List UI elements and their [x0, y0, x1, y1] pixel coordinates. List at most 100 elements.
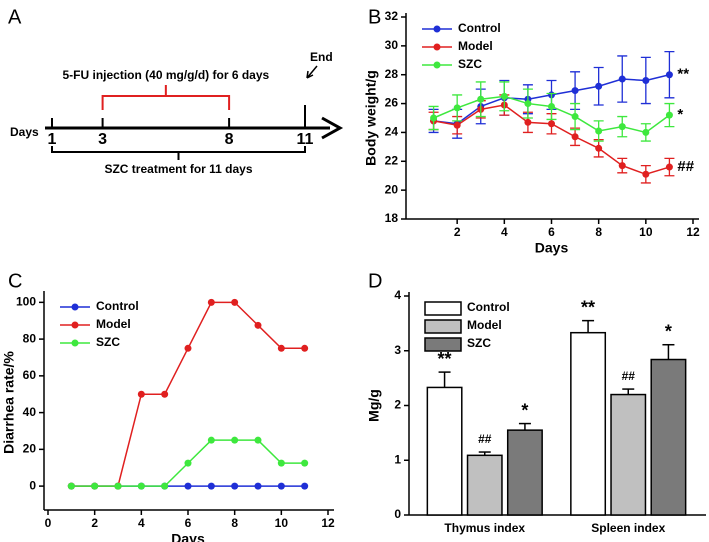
y-tick-label: 0: [394, 507, 401, 521]
significance-label: *: [521, 400, 528, 420]
data-point: [231, 436, 239, 444]
significance-label: **: [438, 349, 452, 369]
legend-label: Model: [467, 318, 502, 332]
data-point: [277, 459, 285, 467]
legend-label: Model: [96, 317, 131, 331]
x-tick-label: 4: [138, 516, 145, 530]
x-tick-label: 6: [185, 516, 192, 530]
data-point: [618, 123, 626, 131]
data-point: [477, 95, 485, 103]
significance-label: *: [677, 106, 683, 123]
x-tick-label: 10: [639, 225, 653, 239]
y-tick-label: 24: [385, 125, 399, 139]
data-point: [207, 436, 215, 444]
data-point: [548, 120, 555, 128]
panel-label: A: [8, 6, 22, 28]
y-tick-label: 60: [23, 368, 37, 382]
y-tick-label: 20: [23, 442, 37, 456]
data-point: [453, 121, 461, 129]
significance-label: **: [677, 66, 689, 83]
x-tick-label: 12: [686, 225, 700, 239]
y-tick-label: 30: [385, 38, 399, 52]
x-tick-label: 8: [231, 516, 238, 530]
data-point: [665, 111, 673, 119]
data-point: [137, 390, 145, 398]
y-tick-label: 100: [16, 295, 36, 309]
y-tick-label: 2: [394, 398, 401, 412]
data-point: [184, 482, 192, 490]
data-point: [137, 482, 145, 490]
x-tick-label: 4: [501, 225, 508, 239]
x-axis-label: Days: [171, 531, 205, 542]
legend-swatch: [424, 301, 462, 316]
data-point: [301, 482, 309, 490]
y-tick-label: 26: [385, 96, 399, 110]
significance-label: ##: [677, 158, 694, 175]
data-point: [91, 482, 99, 490]
y-axis-label: Body weight/g: [363, 70, 379, 166]
data-point: [254, 321, 262, 329]
data-point: [571, 87, 579, 95]
legend-label: SZC: [458, 57, 482, 71]
panel-label: B: [368, 6, 381, 28]
timeline-diagram: [45, 116, 344, 140]
days-label: Days: [10, 125, 39, 139]
data-point: [207, 298, 215, 306]
y-tick-label: 28: [385, 67, 399, 81]
data-point: [500, 92, 508, 100]
x-tick-label: 0: [45, 516, 52, 530]
data-point: [277, 344, 285, 352]
data-point: [571, 133, 579, 141]
legend-marker: [433, 43, 441, 51]
data-point: [595, 127, 603, 135]
panel-label: C: [8, 270, 22, 292]
y-tick-label: 80: [23, 331, 37, 345]
day-label: 1: [48, 131, 57, 148]
data-point: [231, 482, 239, 490]
data-point: [453, 104, 461, 112]
treatment-bracket: [51, 146, 306, 160]
data-point: [301, 344, 309, 352]
data-point: [665, 71, 673, 79]
data-point: [301, 459, 309, 467]
x-tick-label: 12: [321, 516, 335, 530]
data-point: [161, 482, 169, 490]
y-tick-label: 0: [29, 478, 36, 492]
legend-label: Control: [458, 21, 501, 35]
data-point: [595, 144, 603, 152]
data-point: [114, 482, 122, 490]
significance-label: ##: [478, 432, 492, 446]
legend-marker: [71, 321, 79, 329]
y-tick-label: 4: [394, 288, 401, 302]
x-tick-label: Spleen index: [591, 521, 665, 535]
data-point: [524, 100, 532, 108]
data-point: [67, 482, 75, 490]
data-point: [254, 436, 262, 444]
treatment-label: SZC treatment for 11 days: [104, 162, 252, 176]
x-axis-label: Days: [535, 240, 569, 256]
y-tick-label: 22: [385, 153, 399, 167]
data-point: [161, 390, 169, 398]
injection-label: 5-FU injection (40 mg/g/d) for 6 days: [62, 68, 269, 82]
data-point: [184, 459, 192, 467]
bar: [610, 393, 647, 516]
significance-label: ##: [622, 369, 636, 383]
y-tick-label: 40: [23, 405, 37, 419]
legend-swatch: [424, 319, 462, 334]
day-label: 8: [225, 131, 234, 148]
end-arrow: [306, 65, 318, 79]
panel-label: D: [368, 270, 382, 292]
data-point: [231, 298, 239, 306]
legend-marker: [71, 303, 79, 311]
data-point: [618, 162, 626, 170]
data-point: [642, 76, 650, 84]
data-point: [548, 102, 555, 110]
y-tick-label: 3: [394, 343, 401, 357]
legend-marker: [71, 339, 79, 347]
legend-label: Model: [458, 39, 493, 53]
legend-marker: [433, 61, 441, 69]
x-tick-label: 8: [595, 225, 602, 239]
